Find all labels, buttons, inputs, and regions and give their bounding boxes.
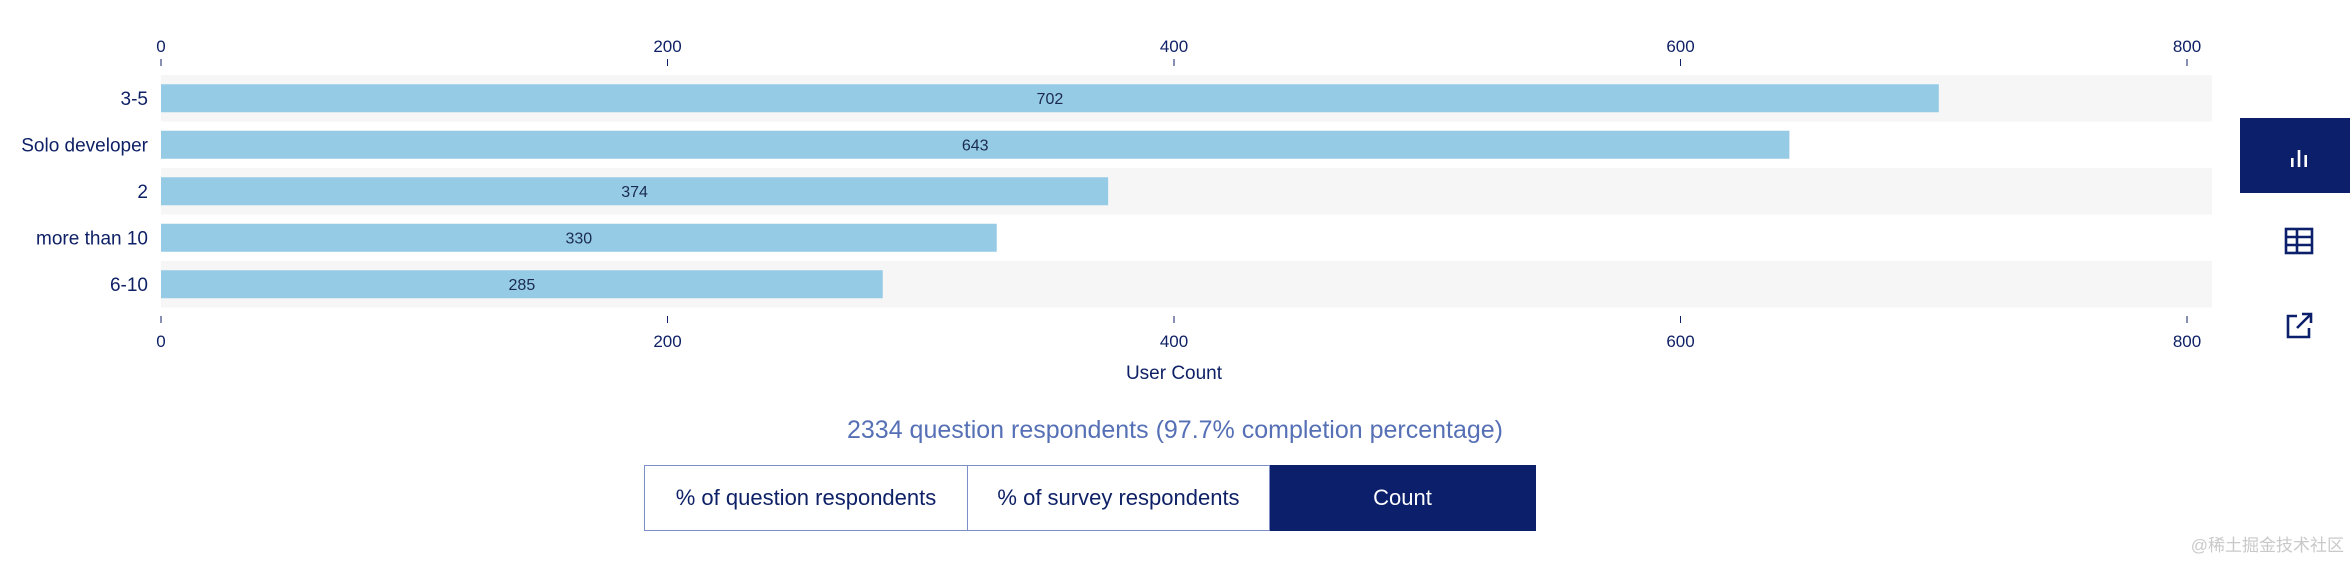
- bottom-tick-label: 200: [653, 332, 681, 351]
- bottom-tick-label: 800: [2173, 332, 2201, 351]
- top-tick-label: 200: [653, 37, 681, 56]
- category-labels: 3-5 Solo developer 2 more than 10 6-10: [21, 89, 148, 296]
- row-bands: [161, 75, 2212, 308]
- watermark: @稀土掘金技术社区: [2190, 536, 2344, 555]
- bar-value-label: 374: [621, 184, 648, 201]
- category-label: 3-5: [121, 89, 148, 110]
- pct-survey-respondents-button[interactable]: % of survey respondents: [968, 465, 1270, 531]
- bars: 702 643 374 330 285: [161, 84, 1939, 299]
- bar: [161, 84, 1939, 113]
- chart-toolbar: [2240, 118, 2350, 373]
- open-external-icon: [2286, 312, 2312, 338]
- category-label: more than 10: [36, 228, 148, 249]
- bar-value-label: 702: [1037, 91, 1064, 108]
- count-button[interactable]: Count: [1270, 465, 1536, 531]
- metric-toggle: % of question respondents % of survey re…: [644, 465, 1536, 531]
- bar: [161, 130, 1790, 159]
- top-tick-label: 600: [1666, 37, 1694, 56]
- bottom-tick-label: 0: [156, 332, 165, 351]
- pct-question-respondents-button[interactable]: % of question respondents: [644, 465, 968, 531]
- bar: [161, 270, 883, 299]
- top-tick-label: 0: [156, 37, 165, 56]
- bottom-axis: 0 200 400 600 800: [156, 316, 2201, 351]
- bar: [161, 177, 1109, 206]
- bar: [161, 223, 997, 252]
- category-label: 6-10: [110, 275, 148, 296]
- respondents-summary: 2334 question respondents (97.7% complet…: [847, 416, 1503, 444]
- bottom-tick-label: 600: [1666, 332, 1694, 351]
- top-tick-label: 400: [1160, 37, 1188, 56]
- table-icon: [2284, 227, 2313, 254]
- bottom-tick-label: 400: [1160, 332, 1188, 351]
- bar-value-label: 285: [509, 277, 536, 294]
- category-label: Solo developer: [21, 135, 148, 156]
- bar-chart: 702 643 374 330 285 0 200 400 600 800 0 200 400 600…: [21, 37, 2212, 384]
- x-axis-title: User Count: [1126, 363, 1223, 384]
- table-view-button[interactable]: [2240, 203, 2350, 278]
- bar-chart-icon: [2290, 149, 2307, 167]
- top-axis: 0 200 400 600 800: [156, 37, 2201, 66]
- open-external-button[interactable]: [2240, 288, 2350, 363]
- top-tick-label: 800: [2173, 37, 2201, 56]
- category-label: 2: [137, 182, 148, 203]
- bar-chart-view-button[interactable]: [2240, 118, 2350, 193]
- bar-value-label: 330: [566, 230, 593, 247]
- bar-value-label: 643: [962, 137, 989, 154]
